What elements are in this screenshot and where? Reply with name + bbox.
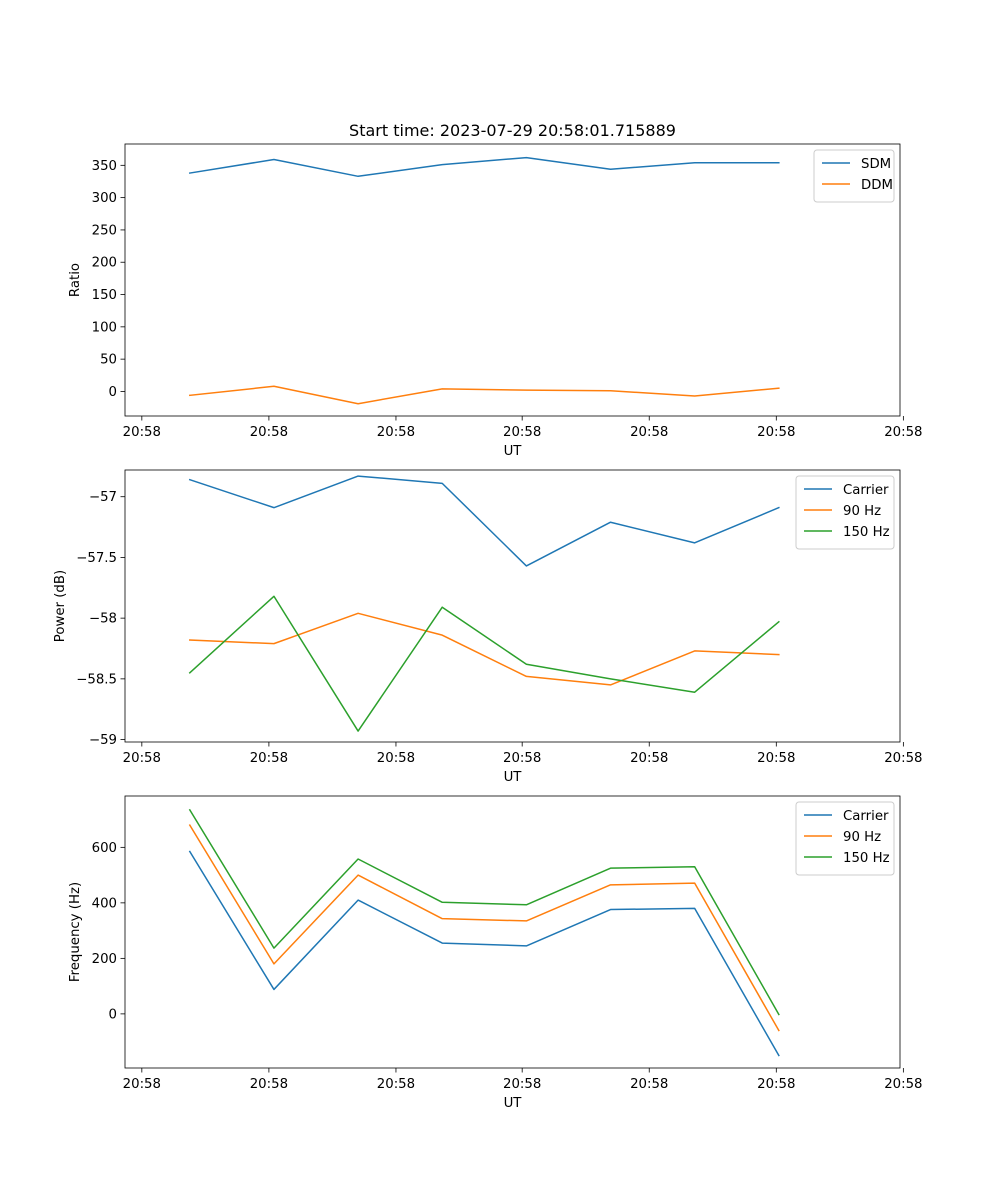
x-tick-label: 20:58 <box>757 425 795 440</box>
series-line-sdm <box>188 156 780 178</box>
x-tick-label: 20:58 <box>884 1077 922 1092</box>
series-line-carrier <box>188 850 780 1057</box>
y-tick-label: −57 <box>89 490 117 505</box>
legend-entry: 90 Hz <box>843 504 881 519</box>
legend-entry: SDM <box>861 157 891 172</box>
x-tick-label: 20:58 <box>377 425 415 440</box>
chart-panel-1: 20:5820:5820:5820:5820:5820:5820:5820:59… <box>68 143 923 459</box>
x-tick-label: 20:58 <box>503 1077 541 1092</box>
x-tick-label: 20:58 <box>884 751 922 766</box>
y-tick-label: 300 <box>92 191 117 206</box>
x-tick-label: 20:58 <box>630 751 668 766</box>
legend-entry: 90 Hz <box>843 830 881 845</box>
y-tick-label: 350 <box>92 159 117 174</box>
series-line-90-hz <box>189 612 780 686</box>
y-tick-label: −58.5 <box>76 672 117 687</box>
y-tick-label: 0 <box>109 385 117 400</box>
x-tick-label: 20:58 <box>250 751 288 766</box>
y-tick-label: 150 <box>92 288 117 303</box>
legend: Carrier 90 Hz 150 Hz <box>795 475 895 550</box>
x-tick-label: 20:58 <box>250 1077 288 1092</box>
y-tick-label: 0 <box>109 1007 117 1022</box>
y-tick-label: 400 <box>92 896 117 911</box>
series-line-150-hz <box>188 595 780 732</box>
y-axis-label: Power (dB) <box>53 570 68 642</box>
x-tick-label: 20:58 <box>503 425 541 440</box>
x-tick-label: 20:58 <box>123 1077 161 1092</box>
y-axis-label: Frequency (Hz) <box>68 882 83 982</box>
series-line-150-hz <box>188 808 780 1016</box>
y-tick-label: −58 <box>89 612 117 627</box>
x-tick-label: 20:58 <box>884 425 922 440</box>
chart-panel-2: 20:5820:5820:5820:5820:5820:5820:5820:59… <box>53 469 923 785</box>
y-tick-label: 200 <box>92 256 117 271</box>
series-line-90-hz <box>188 824 780 1032</box>
x-tick-label: 20:58 <box>757 1077 795 1092</box>
y-tick-label: −59 <box>89 733 117 748</box>
legend-entry: 150 Hz <box>843 525 890 540</box>
y-tick-label: −57.5 <box>76 551 117 566</box>
series-line-carrier <box>188 475 780 567</box>
x-axis-label: UT <box>504 444 523 459</box>
x-tick-label: 20:58 <box>630 1077 668 1092</box>
chart-title: Start time: 2023-07-29 20:58:01.715889 <box>349 121 676 140</box>
x-tick-label: 20:58 <box>377 751 415 766</box>
legend: Carrier 90 Hz 150 Hz <box>795 801 895 876</box>
y-tick-label: 600 <box>92 841 117 856</box>
chart-panel-3: 20:5820:5820:5820:5820:5820:5820:5820:59… <box>68 795 923 1111</box>
x-tick-label: 20:58 <box>377 1077 415 1092</box>
axes-frame <box>124 469 901 743</box>
axes-frame <box>124 143 901 417</box>
legend-entry: 150 Hz <box>843 851 890 866</box>
legend-entry: Carrier <box>843 809 889 824</box>
x-tick-label: 20:58 <box>757 751 795 766</box>
x-tick-label: 20:58 <box>250 425 288 440</box>
y-tick-label: 250 <box>92 223 117 238</box>
x-tick-label: 20:58 <box>123 751 161 766</box>
axes-frame <box>124 795 901 1069</box>
x-tick-label: 20:58 <box>123 425 161 440</box>
legend-entry: Carrier <box>843 483 889 498</box>
x-tick-label: 20:58 <box>630 425 668 440</box>
y-tick-label: 200 <box>92 952 117 967</box>
series-line-ddm <box>188 385 780 405</box>
legend: SDM DDM <box>813 149 895 203</box>
x-tick-label: 20:58 <box>503 751 541 766</box>
y-tick-label: 50 <box>100 353 117 368</box>
x-axis-label: UT <box>504 1096 523 1111</box>
y-axis-label: Ratio <box>68 263 83 297</box>
y-tick-label: 100 <box>92 320 117 335</box>
legend-entry: DDM <box>861 178 893 193</box>
x-axis-label: UT <box>504 770 523 785</box>
